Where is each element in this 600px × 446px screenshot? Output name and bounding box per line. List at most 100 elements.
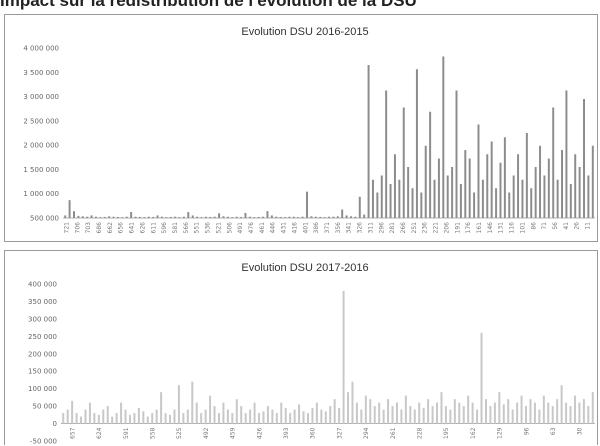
bar xyxy=(476,409,479,424)
bar xyxy=(480,332,483,424)
bar xyxy=(262,411,265,424)
bar xyxy=(533,402,536,424)
page-heading: Impact sur la redistribution de l'évolut… xyxy=(0,0,417,10)
bar xyxy=(349,216,352,218)
bar xyxy=(66,409,69,424)
bar xyxy=(258,413,261,424)
bar xyxy=(376,192,379,218)
bar xyxy=(275,216,278,218)
bar xyxy=(378,402,381,424)
bar xyxy=(393,154,396,218)
bar xyxy=(391,406,394,424)
bar xyxy=(556,179,559,218)
x-tick-label: 393 xyxy=(283,427,290,439)
bar xyxy=(249,409,252,424)
bar xyxy=(354,216,357,218)
bar xyxy=(338,407,341,424)
x-tick-label: 596 xyxy=(161,222,168,234)
bar xyxy=(288,216,291,218)
x-tick-label: 706 xyxy=(74,222,81,234)
bar xyxy=(332,216,335,218)
bar xyxy=(415,69,418,218)
bar xyxy=(231,413,234,424)
bar xyxy=(444,406,447,424)
bar xyxy=(218,213,221,218)
x-tick-label: 491 xyxy=(237,222,244,234)
x-tick-label: 266 xyxy=(400,222,407,234)
bar xyxy=(573,395,576,424)
x-tick-label: 311 xyxy=(367,222,374,234)
bar xyxy=(200,217,203,218)
bar xyxy=(195,402,198,424)
bar xyxy=(569,406,572,424)
bar xyxy=(453,399,456,424)
x-tick-label: 294 xyxy=(363,427,370,439)
bar xyxy=(380,175,383,218)
bar xyxy=(333,399,336,424)
x-tick-label: 401 xyxy=(302,222,309,234)
bar xyxy=(367,65,370,218)
x-tick-label: 611 xyxy=(150,222,157,234)
x-tick-label: 662 xyxy=(107,222,114,234)
bar xyxy=(547,158,550,218)
bar xyxy=(583,99,585,218)
bar xyxy=(93,413,96,424)
bar xyxy=(142,411,145,424)
bar xyxy=(182,413,185,424)
bar xyxy=(314,216,317,218)
x-tick-label: 86 xyxy=(530,222,537,230)
bar xyxy=(217,413,220,424)
bar xyxy=(178,217,181,218)
bar xyxy=(182,216,185,218)
bar xyxy=(373,406,376,424)
x-tick-label: 161 xyxy=(476,222,483,234)
x-tick-label: 521 xyxy=(215,222,222,234)
bar xyxy=(420,192,423,218)
bar xyxy=(80,416,83,424)
bar xyxy=(481,179,484,218)
bar xyxy=(84,409,87,424)
bar xyxy=(289,413,292,424)
bar xyxy=(358,196,361,218)
bar xyxy=(459,184,462,218)
x-tick-label: 657 xyxy=(69,427,76,439)
bar xyxy=(111,416,114,424)
y-tick-label: 2 000 000 xyxy=(23,142,59,150)
bar xyxy=(387,399,390,424)
bar xyxy=(328,216,330,218)
bar xyxy=(133,413,136,424)
bar xyxy=(402,107,405,218)
bar xyxy=(324,411,327,424)
x-tick-label: 446 xyxy=(270,222,277,234)
bar xyxy=(437,158,440,218)
bar xyxy=(174,216,177,218)
x-tick-label: 356 xyxy=(335,222,342,234)
bar xyxy=(177,385,180,424)
bar xyxy=(400,409,403,424)
bar xyxy=(382,409,385,424)
y-tick-label: 100 000 xyxy=(28,385,57,393)
x-tick-label: 626 xyxy=(139,222,146,234)
bar xyxy=(455,90,458,218)
bar xyxy=(209,216,212,218)
bar xyxy=(471,402,474,424)
x-tick-label: 525 xyxy=(176,427,183,439)
x-tick-label: 326 xyxy=(357,222,364,234)
bar xyxy=(301,216,304,218)
chart-title: Evolution DSU 2016-2015 xyxy=(241,26,368,38)
bar xyxy=(146,416,149,424)
x-tick-label: 195 xyxy=(443,427,450,439)
x-tick-label: 327 xyxy=(336,427,343,439)
bar xyxy=(99,217,102,218)
x-tick-label: 176 xyxy=(465,222,472,234)
bar xyxy=(542,395,545,424)
bar xyxy=(169,216,172,218)
bar xyxy=(360,409,363,424)
bar xyxy=(551,406,554,424)
y-tick-label: 4 000 000 xyxy=(23,45,59,53)
bar xyxy=(578,402,581,424)
chart-panel-dsu-2017-2016: Evolution DSU 2017-2016 400 000 350 000 300… xyxy=(4,250,598,446)
bar xyxy=(342,290,345,424)
y-tick-label: 350 000 xyxy=(28,298,57,306)
